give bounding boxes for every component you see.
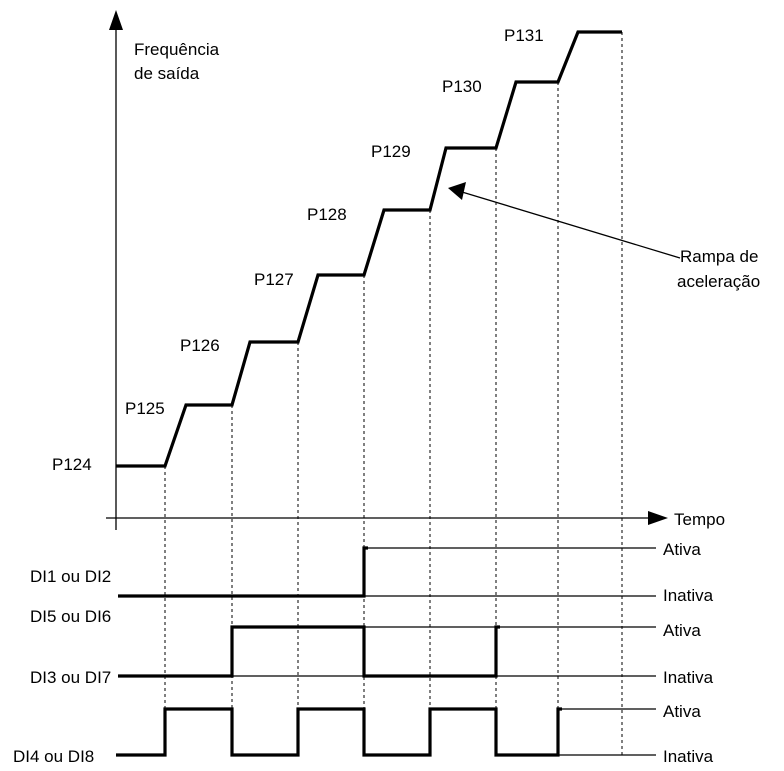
y-axis-label-line2: de saída (134, 64, 200, 83)
dl1-dl2-signal (118, 546, 368, 598)
ramp-label-line2: aceleração (677, 272, 760, 291)
state-inactive-2: Inativa (663, 668, 714, 687)
state-inactive-3: Inativa (663, 747, 714, 766)
state-active-2: Ativa (663, 621, 701, 640)
frequency-curve (116, 30, 622, 468)
dl3-dl7-signal (118, 625, 500, 678)
y-axis-label-line1: Frequência (134, 40, 220, 59)
step-label-p126: P126 (180, 336, 220, 355)
signal-label-dl3-dl7: DI3 ou DI7 (30, 668, 111, 687)
step-label-p130: P130 (442, 77, 482, 96)
step-label-p124: P124 (52, 455, 92, 474)
ramp-arrow-line (461, 191, 681, 259)
signal-label-dl1-dl2: DI1 ou DI2 (30, 567, 111, 586)
state-inactive-1: Inativa (663, 586, 714, 605)
y-axis-arrow (109, 10, 123, 30)
dl4-dl8-signal (116, 707, 562, 757)
ramp-label-line1: Rampa de (680, 247, 758, 266)
step-label-p128: P128 (307, 205, 347, 224)
step-label-p131: P131 (504, 26, 544, 45)
x-axis-arrow (648, 511, 668, 525)
step-label-p127: P127 (254, 270, 294, 289)
step-label-p125: P125 (125, 399, 165, 418)
step-label-p129: P129 (371, 142, 411, 161)
ramp-arrow-head (448, 182, 466, 200)
state-active-3: Ativa (663, 702, 701, 721)
signal-label-dl5-dl6: DI5 ou DI6 (30, 607, 111, 626)
state-active-1: Ativa (663, 540, 701, 559)
x-axis-label: Tempo (674, 510, 725, 529)
signal-label-dl4-dl8: DI4 ou DI8 (13, 747, 94, 766)
